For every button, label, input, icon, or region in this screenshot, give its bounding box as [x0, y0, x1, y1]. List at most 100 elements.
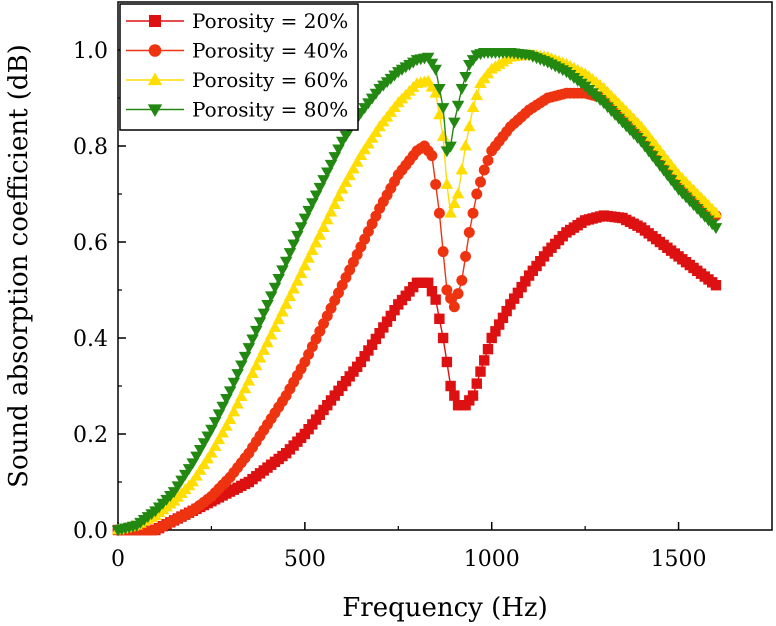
data-point: [332, 190, 345, 202]
data-point: [429, 64, 442, 76]
y-tick-label: 0.8: [73, 135, 108, 160]
data-point: [220, 394, 233, 405]
data-point: [444, 141, 457, 153]
data-point: [302, 251, 315, 263]
data-point: [359, 351, 370, 362]
data-point: [389, 304, 400, 316]
data-point: [490, 326, 501, 337]
data-point: [429, 86, 442, 98]
data-point: [328, 152, 341, 164]
data-point: [422, 277, 434, 288]
data-point: [261, 336, 274, 348]
data-point: [520, 276, 531, 287]
data-point: [505, 299, 516, 310]
data-point: [440, 177, 454, 189]
y-axis-title: Sound absorption coefficient (dB): [4, 44, 34, 488]
data-point: [193, 463, 207, 475]
data-point: [434, 313, 445, 324]
data-point: [309, 190, 323, 202]
data-point: [355, 356, 367, 368]
data-point: [470, 89, 484, 101]
data-point: [276, 265, 289, 277]
legend: Porosity = 20% Porosity = 40% Porosity = 6…: [119, 3, 359, 131]
data-point: [378, 322, 389, 333]
data-point: [445, 380, 456, 392]
data-point: [287, 239, 300, 251]
data-point: [354, 149, 368, 161]
data-point: [272, 313, 285, 325]
data-point: [482, 154, 494, 166]
data-point: [441, 284, 453, 296]
data-point: [451, 187, 465, 199]
data-point: [374, 328, 385, 339]
data-point: [471, 188, 483, 200]
data-point: [223, 386, 237, 398]
data-point: [197, 458, 211, 470]
legend-label: Porosity = 80%: [192, 98, 348, 122]
data-point: [475, 366, 486, 377]
data-point: [478, 164, 490, 176]
data-point: [452, 288, 464, 300]
data-point: [279, 297, 293, 309]
data-point: [350, 155, 364, 167]
data-point: [279, 256, 293, 268]
data-point: [246, 367, 259, 378]
x-tick-label: 1000: [464, 547, 520, 572]
data-point: [294, 222, 308, 234]
data-point: [436, 103, 450, 115]
data-point: [463, 226, 475, 238]
data-point: [212, 409, 226, 421]
data-point: [306, 244, 319, 256]
data-point: [437, 246, 449, 258]
data-point: [475, 176, 486, 188]
data-point: [358, 143, 371, 155]
data-point: [313, 228, 327, 240]
data-point: [227, 405, 241, 417]
data-point: [456, 274, 468, 286]
legend-marker: [149, 15, 161, 27]
data-point: [516, 281, 527, 293]
legend-label: Porosity = 60%: [192, 68, 348, 92]
data-point: [441, 356, 453, 368]
data-point: [366, 339, 378, 350]
data-point: [317, 221, 330, 233]
legend-marker: [147, 104, 163, 117]
series-4: [111, 47, 723, 537]
legend-label: Porosity = 20%: [192, 9, 348, 33]
data-point: [343, 169, 356, 181]
data-point: [426, 286, 438, 297]
data-point: [253, 317, 267, 329]
data-point: [467, 207, 479, 219]
data-point: [451, 100, 465, 112]
data-point: [298, 213, 312, 225]
data-point: [306, 198, 319, 210]
data-point: [238, 382, 252, 394]
legend-marker: [148, 44, 162, 57]
data-point: [253, 351, 267, 363]
data-point: [501, 305, 512, 317]
data-point: [242, 374, 256, 386]
data-point: [287, 282, 300, 294]
data-point: [486, 332, 497, 344]
data-point: [186, 475, 199, 487]
data-point: [264, 328, 278, 340]
data-point: [709, 223, 723, 235]
data-point: [455, 83, 469, 95]
data-point: [426, 150, 438, 162]
data-point: [433, 207, 445, 219]
data-point: [463, 120, 476, 132]
data-point: [205, 424, 218, 436]
data-point: [264, 291, 278, 303]
data-point: [466, 101, 480, 113]
data-point: [291, 230, 304, 242]
axes: 0 500 1000 1500 0.0 0.2 0.4 0.6 0.8 1.0: [73, 39, 707, 572]
x-tick-label: 0: [111, 547, 125, 572]
data-point: [238, 351, 252, 363]
data-point: [448, 117, 461, 129]
data-point: [190, 469, 203, 481]
data-point: [448, 197, 461, 209]
data-point: [283, 248, 297, 260]
data-point: [449, 390, 460, 401]
data-point: [313, 182, 327, 194]
